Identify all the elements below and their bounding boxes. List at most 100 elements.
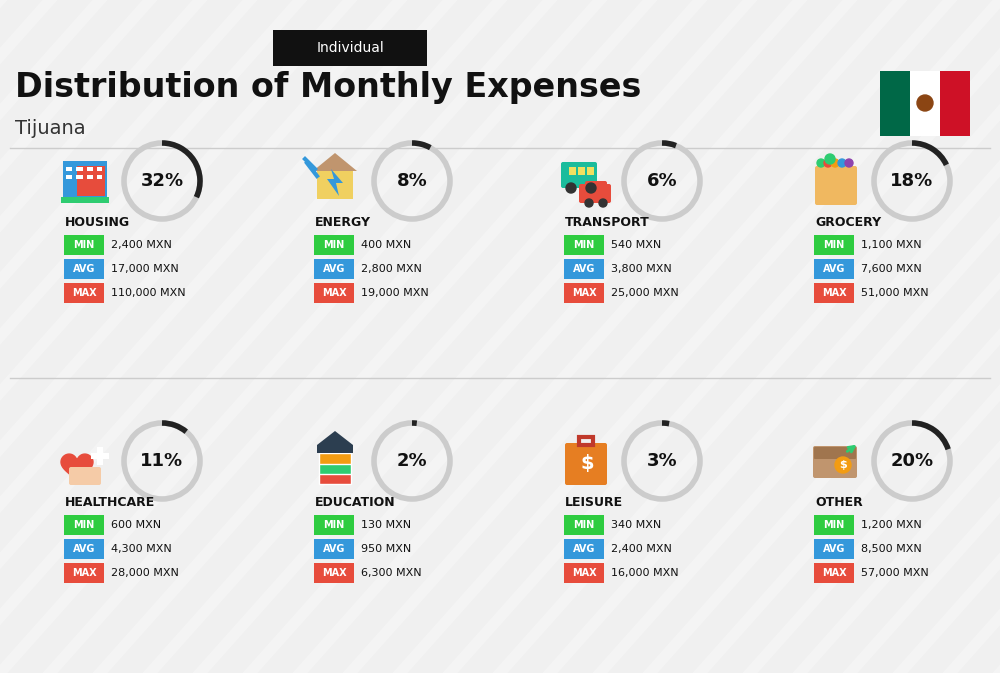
- Text: AVG: AVG: [323, 264, 345, 274]
- FancyBboxPatch shape: [319, 463, 351, 474]
- FancyBboxPatch shape: [64, 259, 104, 279]
- FancyBboxPatch shape: [319, 453, 351, 464]
- FancyBboxPatch shape: [564, 563, 604, 583]
- Polygon shape: [317, 431, 353, 445]
- FancyBboxPatch shape: [814, 515, 854, 535]
- Text: 400 MXN: 400 MXN: [361, 240, 411, 250]
- Text: ENERGY: ENERGY: [315, 217, 371, 229]
- FancyBboxPatch shape: [940, 71, 970, 135]
- FancyBboxPatch shape: [69, 467, 101, 485]
- FancyBboxPatch shape: [564, 515, 604, 535]
- FancyBboxPatch shape: [564, 283, 604, 303]
- Text: MAX: MAX: [72, 568, 96, 578]
- FancyBboxPatch shape: [314, 563, 354, 583]
- FancyBboxPatch shape: [96, 174, 102, 178]
- Text: 6,300 MXN: 6,300 MXN: [361, 568, 422, 578]
- FancyBboxPatch shape: [64, 235, 104, 255]
- FancyBboxPatch shape: [314, 539, 354, 559]
- FancyBboxPatch shape: [64, 283, 104, 303]
- Text: AVG: AVG: [823, 264, 845, 274]
- Text: AVG: AVG: [823, 544, 845, 554]
- Text: 340 MXN: 340 MXN: [611, 520, 661, 530]
- FancyBboxPatch shape: [910, 71, 940, 135]
- Polygon shape: [313, 153, 357, 171]
- Text: 18%: 18%: [890, 172, 934, 190]
- Circle shape: [586, 183, 596, 193]
- Text: 32%: 32%: [140, 172, 184, 190]
- FancyBboxPatch shape: [76, 174, 82, 178]
- Text: MIN: MIN: [573, 240, 595, 250]
- FancyBboxPatch shape: [66, 174, 72, 178]
- FancyBboxPatch shape: [64, 563, 104, 583]
- Text: 1,100 MXN: 1,100 MXN: [861, 240, 922, 250]
- Circle shape: [824, 159, 832, 167]
- FancyBboxPatch shape: [814, 259, 854, 279]
- Text: AVG: AVG: [73, 544, 95, 554]
- FancyBboxPatch shape: [880, 71, 910, 135]
- Text: TRANSPORT: TRANSPORT: [565, 217, 650, 229]
- FancyBboxPatch shape: [96, 166, 102, 170]
- Polygon shape: [61, 454, 93, 483]
- FancyBboxPatch shape: [314, 259, 354, 279]
- Text: 2,400 MXN: 2,400 MXN: [611, 544, 672, 554]
- Text: AVG: AVG: [323, 544, 345, 554]
- FancyBboxPatch shape: [585, 181, 607, 193]
- Text: MAX: MAX: [822, 568, 846, 578]
- Text: 16,000 MXN: 16,000 MXN: [611, 568, 679, 578]
- FancyBboxPatch shape: [64, 515, 104, 535]
- FancyBboxPatch shape: [814, 235, 854, 255]
- FancyBboxPatch shape: [561, 162, 597, 188]
- Text: 7,600 MXN: 7,600 MXN: [861, 264, 922, 274]
- Circle shape: [599, 199, 607, 207]
- Text: 8,500 MXN: 8,500 MXN: [861, 544, 922, 554]
- Text: MIN: MIN: [823, 520, 845, 530]
- Circle shape: [825, 154, 835, 164]
- Text: 51,000 MXN: 51,000 MXN: [861, 288, 929, 298]
- Text: 28,000 MXN: 28,000 MXN: [111, 568, 179, 578]
- Text: 130 MXN: 130 MXN: [361, 520, 411, 530]
- Text: $: $: [839, 460, 847, 470]
- FancyBboxPatch shape: [61, 197, 109, 203]
- FancyBboxPatch shape: [565, 443, 607, 485]
- Circle shape: [585, 199, 593, 207]
- FancyBboxPatch shape: [569, 167, 576, 175]
- FancyBboxPatch shape: [319, 473, 351, 484]
- Text: 2%: 2%: [397, 452, 427, 470]
- Text: MAX: MAX: [822, 288, 846, 298]
- Text: 11%: 11%: [140, 452, 184, 470]
- Text: Tijuana: Tijuana: [15, 118, 86, 137]
- FancyBboxPatch shape: [314, 235, 354, 255]
- Text: 110,000 MXN: 110,000 MXN: [111, 288, 186, 298]
- Text: Distribution of Monthly Expenses: Distribution of Monthly Expenses: [15, 71, 641, 104]
- FancyBboxPatch shape: [317, 171, 353, 199]
- Text: 3,800 MXN: 3,800 MXN: [611, 264, 672, 274]
- FancyBboxPatch shape: [314, 283, 354, 303]
- Text: MIN: MIN: [323, 520, 345, 530]
- Circle shape: [817, 159, 825, 167]
- Text: 17,000 MXN: 17,000 MXN: [111, 264, 179, 274]
- Text: MAX: MAX: [572, 568, 596, 578]
- FancyBboxPatch shape: [587, 167, 594, 175]
- Text: 540 MXN: 540 MXN: [611, 240, 661, 250]
- FancyBboxPatch shape: [63, 161, 107, 199]
- Text: 4,300 MXN: 4,300 MXN: [111, 544, 172, 554]
- Text: OTHER: OTHER: [815, 497, 863, 509]
- FancyBboxPatch shape: [273, 30, 427, 66]
- Text: AVG: AVG: [573, 544, 595, 554]
- Text: MIN: MIN: [73, 520, 95, 530]
- Text: MAX: MAX: [72, 288, 96, 298]
- FancyBboxPatch shape: [814, 539, 854, 559]
- Text: 25,000 MXN: 25,000 MXN: [611, 288, 679, 298]
- Text: 57,000 MXN: 57,000 MXN: [861, 568, 929, 578]
- FancyBboxPatch shape: [813, 446, 857, 478]
- FancyBboxPatch shape: [564, 259, 604, 279]
- FancyBboxPatch shape: [87, 166, 92, 170]
- FancyBboxPatch shape: [87, 174, 92, 178]
- Circle shape: [845, 159, 853, 167]
- FancyBboxPatch shape: [66, 166, 72, 170]
- Text: 950 MXN: 950 MXN: [361, 544, 411, 554]
- Text: LEISURE: LEISURE: [565, 497, 623, 509]
- FancyBboxPatch shape: [317, 445, 353, 453]
- Text: MIN: MIN: [323, 240, 345, 250]
- Text: 2,400 MXN: 2,400 MXN: [111, 240, 172, 250]
